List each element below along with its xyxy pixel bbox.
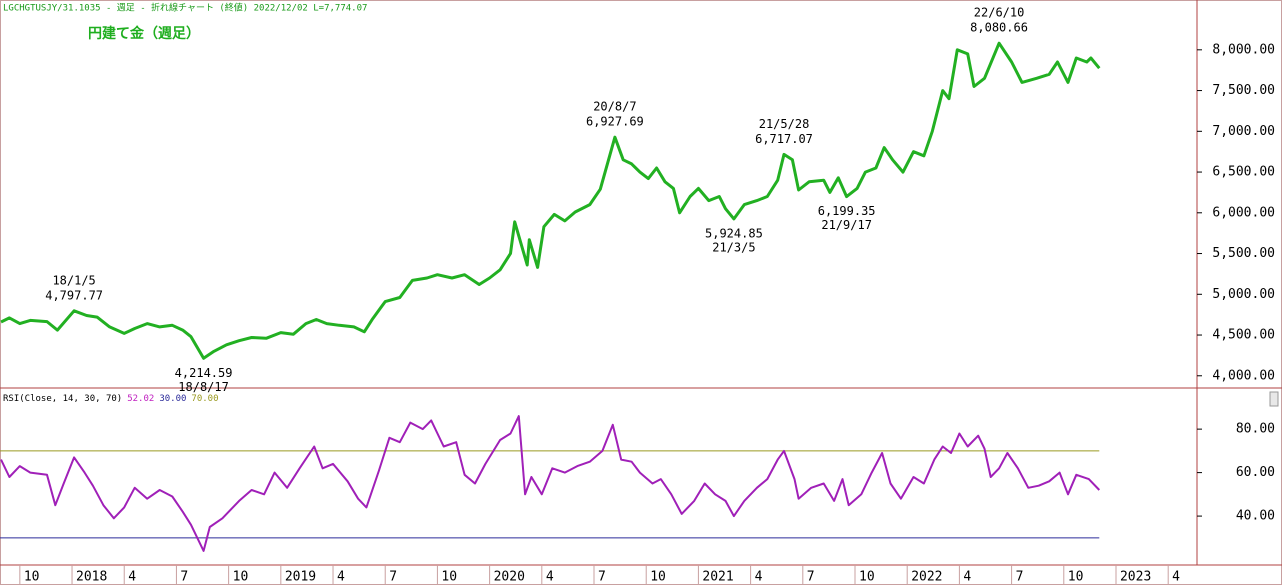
y-tick-label: 60.00 <box>1236 465 1275 480</box>
chart-title: 円建て金（週足） <box>88 25 200 42</box>
annotation-date: 18/1/5 <box>52 273 95 287</box>
annotation-value: 4,214.59 <box>175 366 233 380</box>
x-tick-label: 2018 <box>76 570 107 585</box>
x-tick-label: 4 <box>546 570 554 585</box>
y-tick-label: 4,000.00 <box>1212 368 1275 383</box>
x-tick-label: 2022 <box>911 570 942 585</box>
annotation-date: 20/8/7 <box>593 100 636 114</box>
y-tick-label: 80.00 <box>1236 422 1275 437</box>
annotation-date: 21/5/28 <box>759 117 810 131</box>
x-tick-label: 2021 <box>702 570 733 585</box>
annotation-value: 8,080.66 <box>970 21 1028 35</box>
y-tick-label: 6,500.00 <box>1212 165 1275 180</box>
y-tick-label: 7,500.00 <box>1212 83 1275 98</box>
x-tick-label: 7 <box>598 570 606 585</box>
x-tick-label: 4 <box>337 570 345 585</box>
y-tick-label: 5,500.00 <box>1212 246 1275 261</box>
x-tick-label: 10 <box>1068 570 1084 585</box>
annotation-value: 6,927.69 <box>586 115 644 129</box>
x-tick-label: 7 <box>807 570 815 585</box>
chart-subtitle: LGCHGTUSJY/31.1035 - 週足 - 折れ線チャート (終値) 2… <box>3 2 367 14</box>
y-tick-label: 8,000.00 <box>1212 42 1275 57</box>
x-tick-label: 10 <box>233 570 249 585</box>
annotation-value: 6,199.35 <box>818 204 876 218</box>
annotation-value: 4,797.77 <box>45 288 103 302</box>
x-tick-label: 10 <box>859 570 875 585</box>
x-tick-label: 2023 <box>1120 570 1151 585</box>
x-tick-label: 4 <box>755 570 763 585</box>
x-tick-label: 10 <box>650 570 666 585</box>
rsi-title: RSI(Close, 14, 30, 70) <box>3 394 122 404</box>
series-line <box>0 415 1101 552</box>
x-tick-label: 10 <box>24 570 40 585</box>
annotation-value: 5,924.85 <box>705 226 763 240</box>
x-tick-label: 10 <box>441 570 457 585</box>
series-line <box>0 41 1101 360</box>
x-tick-label: 4 <box>963 570 971 585</box>
annotation-date: 21/3/5 <box>712 240 755 254</box>
x-tick-label: 4 <box>128 570 136 585</box>
y-tick-label: 40.00 <box>1236 509 1275 524</box>
x-tick-label: 4 <box>1172 570 1180 585</box>
y-tick-label: 5,000.00 <box>1212 287 1275 302</box>
x-tick-label: 7 <box>1016 570 1024 585</box>
x-tick-label: 7 <box>389 570 397 585</box>
annotation-value: 6,717.07 <box>755 132 813 146</box>
x-tick-label: 7 <box>180 570 188 585</box>
rsi-last: 52.02 <box>127 394 154 404</box>
y-tick-label: 4,500.00 <box>1212 328 1275 343</box>
rsi-legend: RSI(Close, 14, 30, 70) 52.02 30.00 70.00 <box>3 394 219 404</box>
x-tick-label: 2020 <box>494 570 525 585</box>
scroll-button[interactable] <box>1269 391 1279 407</box>
x-tick-label: 2019 <box>285 570 316 585</box>
annotation-date: 21/9/17 <box>821 218 872 232</box>
rsi-level-label: 70.00 <box>191 394 218 404</box>
annotation-date: 18/8/17 <box>178 380 229 394</box>
y-tick-label: 7,000.00 <box>1212 124 1275 139</box>
rsi-level-label: 30.00 <box>159 394 186 404</box>
y-tick-label: 6,000.00 <box>1212 205 1275 220</box>
annotation-date: 22/6/10 <box>974 6 1025 20</box>
